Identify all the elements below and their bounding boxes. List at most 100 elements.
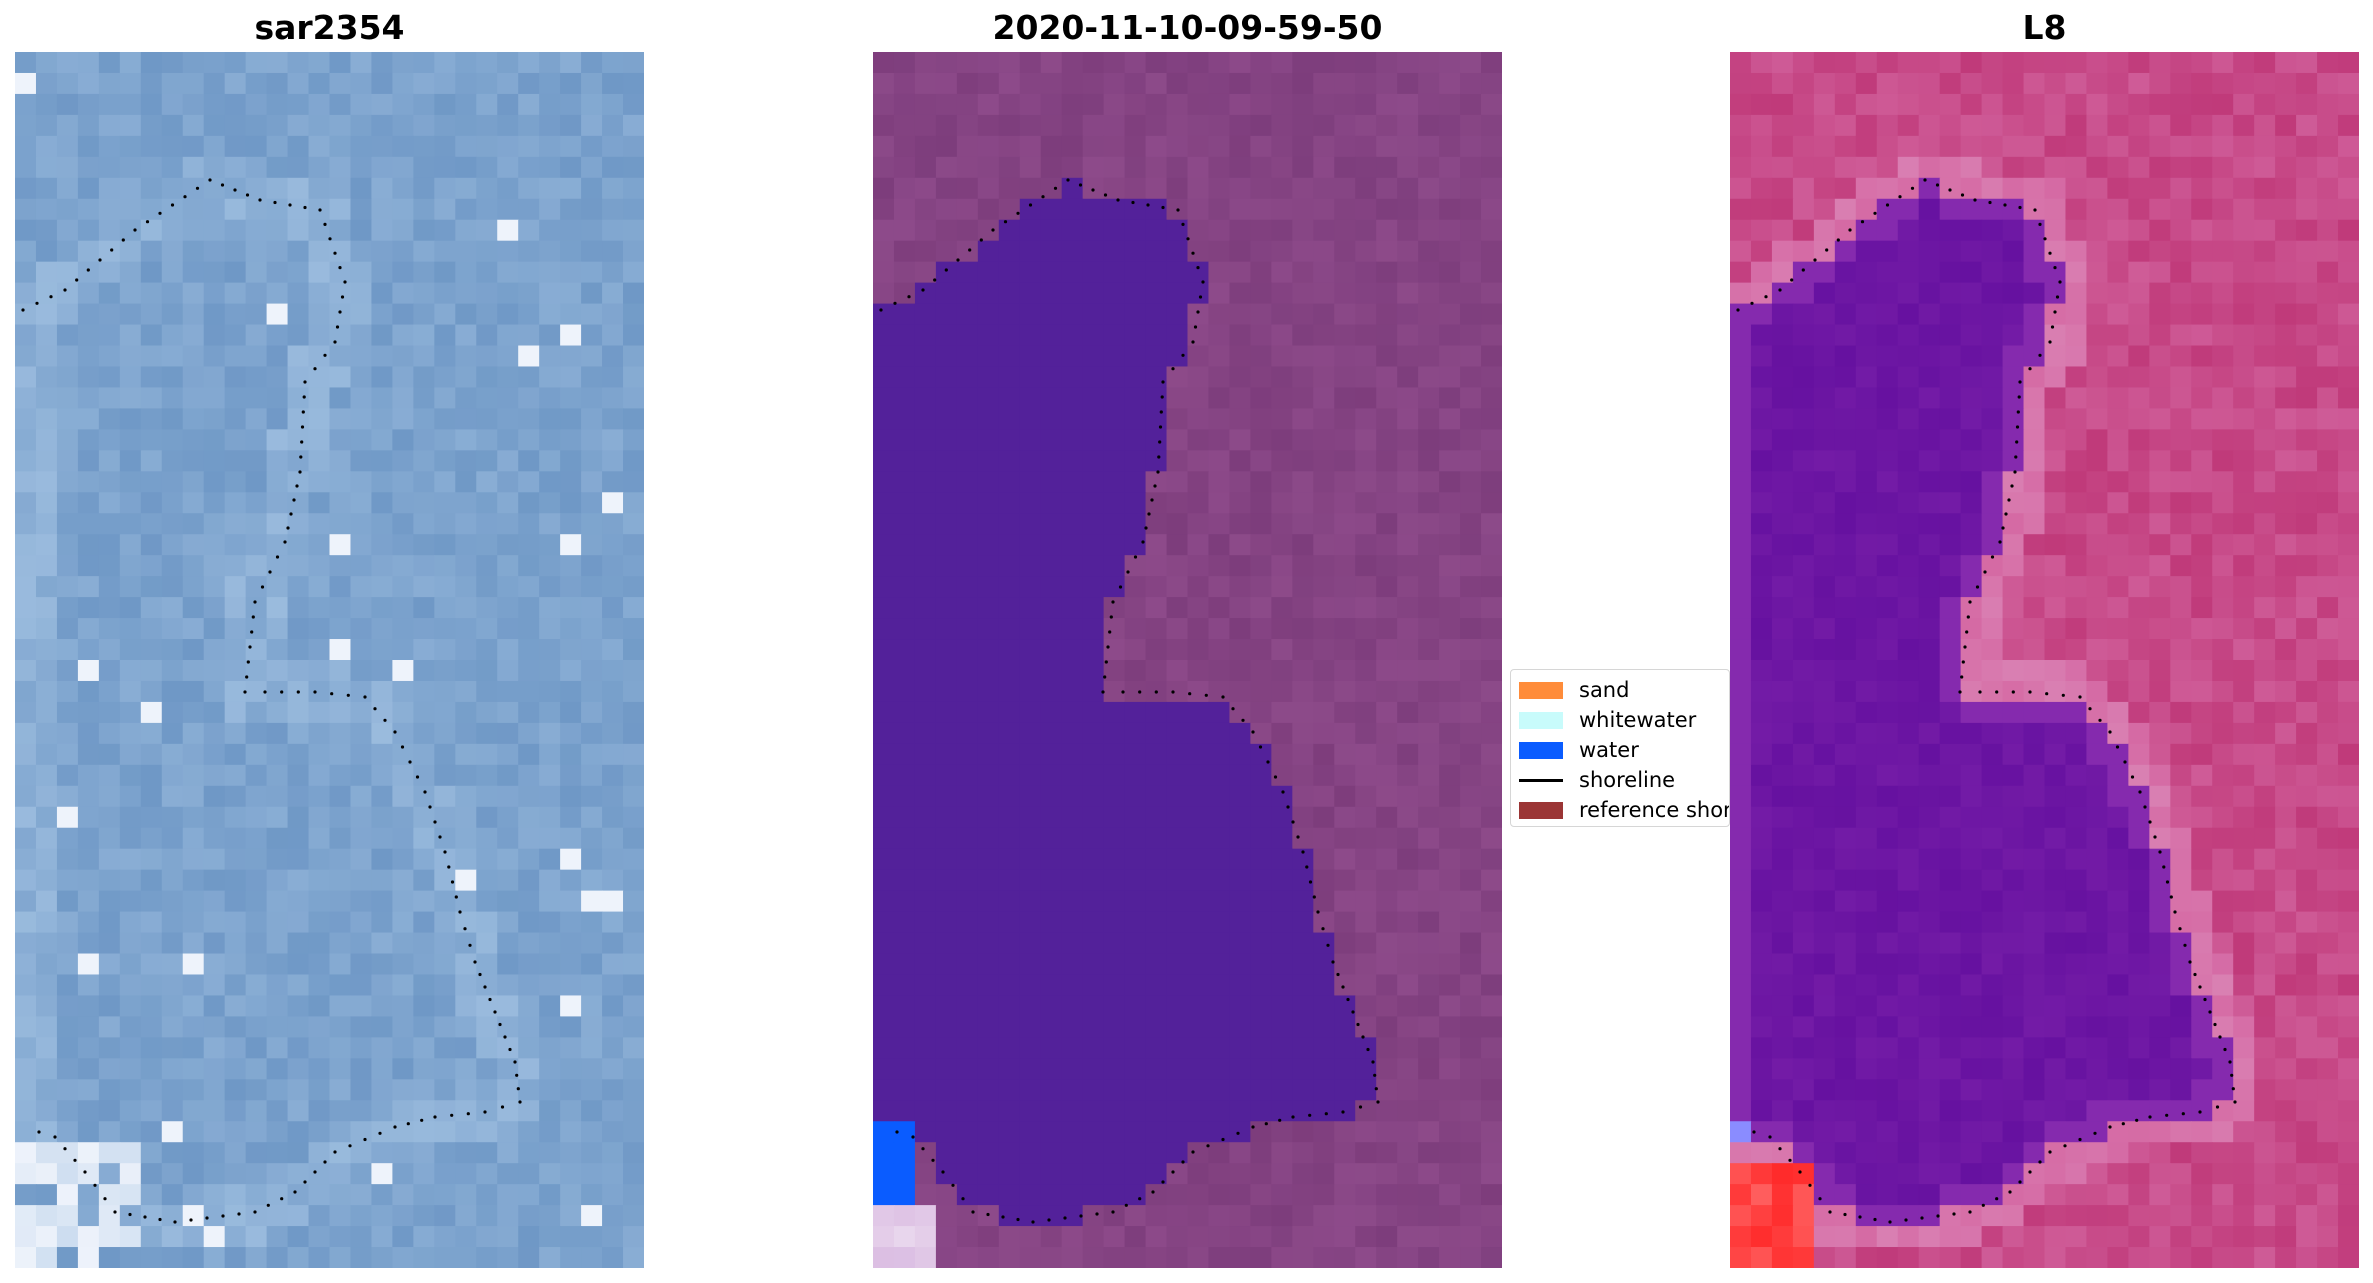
image-pixel xyxy=(873,1184,895,1206)
image-pixel xyxy=(1897,240,1920,263)
image-pixel xyxy=(1939,135,1962,158)
image-pixel xyxy=(413,198,435,221)
image-pixel xyxy=(1334,114,1356,137)
image-pixel xyxy=(371,366,393,389)
image-pixel xyxy=(1481,1079,1502,1101)
shoreline-point xyxy=(1316,910,1320,914)
image-pixel xyxy=(1334,722,1356,745)
image-pixel xyxy=(203,1184,226,1206)
image-pixel xyxy=(560,1226,582,1248)
image-pixel xyxy=(1897,806,1920,829)
image-pixel xyxy=(203,1142,226,1164)
shoreline-point xyxy=(205,1216,209,1220)
shoreline-point xyxy=(338,310,342,314)
image-pixel xyxy=(914,555,937,577)
image-pixel xyxy=(77,869,100,892)
image-pixel xyxy=(371,135,393,158)
image-pixel xyxy=(623,366,644,389)
image-pixel xyxy=(1939,555,1962,577)
image-pixel xyxy=(119,471,142,493)
image-pixel xyxy=(560,324,582,347)
image-pixel xyxy=(161,534,184,556)
image-pixel xyxy=(1187,450,1210,472)
image-pixel xyxy=(1792,743,1815,766)
image-pixel xyxy=(476,387,498,410)
image-pixel xyxy=(1187,303,1210,326)
image-pixel xyxy=(140,219,163,242)
image-pixel xyxy=(2296,345,2318,368)
image-pixel xyxy=(2233,597,2255,619)
image-pixel xyxy=(287,1121,310,1143)
image-pixel xyxy=(1481,555,1502,577)
image-pixel xyxy=(455,764,477,787)
image-pixel xyxy=(1750,534,1773,556)
image-pixel xyxy=(2254,324,2276,347)
image-pixel xyxy=(1897,492,1920,514)
image-pixel xyxy=(497,1226,519,1248)
image-pixel xyxy=(413,995,435,1018)
image-pixel xyxy=(1292,701,1314,724)
image-pixel xyxy=(161,72,184,95)
image-pixel xyxy=(476,722,498,745)
image-pixel xyxy=(455,450,477,472)
image-pixel xyxy=(1229,1100,1251,1122)
image-pixel xyxy=(77,1205,100,1227)
image-pixel xyxy=(873,177,895,200)
image-pixel xyxy=(182,995,205,1018)
image-pixel xyxy=(2338,639,2359,661)
image-pixel xyxy=(1418,953,1440,976)
image-pixel xyxy=(977,1247,1000,1268)
image-pixel xyxy=(2191,366,2213,389)
image-pixel xyxy=(476,198,498,221)
image-pixel xyxy=(1292,680,1314,703)
image-pixel xyxy=(2338,827,2359,850)
image-pixel xyxy=(977,1100,1000,1122)
panel-l8 xyxy=(1730,52,2359,1268)
shoreline-point xyxy=(1159,410,1163,414)
image-pixel xyxy=(434,387,456,410)
image-pixel xyxy=(35,597,58,619)
image-pixel xyxy=(308,177,331,200)
image-pixel xyxy=(914,1100,937,1122)
shoreline-point xyxy=(243,690,247,694)
image-pixel xyxy=(1792,848,1815,871)
image-pixel xyxy=(1397,1247,1419,1268)
image-pixel xyxy=(935,680,958,703)
image-pixel xyxy=(161,555,184,577)
image-pixel xyxy=(1897,52,1920,74)
image-pixel xyxy=(1040,576,1063,598)
image-pixel xyxy=(623,282,644,305)
image-pixel xyxy=(1082,953,1105,976)
image-pixel xyxy=(140,1205,163,1227)
image-pixel xyxy=(98,324,121,347)
image-pixel xyxy=(1208,869,1231,892)
image-pixel xyxy=(1771,680,1794,703)
image-pixel xyxy=(35,156,58,179)
image-pixel xyxy=(602,387,624,410)
image-pixel xyxy=(2191,660,2213,682)
image-pixel xyxy=(2023,156,2046,179)
image-pixel xyxy=(119,1079,142,1101)
image-pixel xyxy=(2170,282,2192,305)
image-pixel xyxy=(1481,219,1502,242)
image-pixel xyxy=(1981,639,2004,661)
image-pixel xyxy=(1124,1079,1147,1101)
image-pixel xyxy=(2128,345,2150,368)
image-pixel xyxy=(1271,953,1293,976)
image-pixel xyxy=(1460,995,1482,1018)
image-pixel xyxy=(1208,848,1231,871)
image-pixel xyxy=(1166,303,1189,326)
shoreline-point xyxy=(1154,690,1158,694)
image-pixel xyxy=(2170,660,2192,682)
image-pixel xyxy=(998,240,1021,263)
image-pixel xyxy=(1918,827,1941,850)
image-pixel xyxy=(1439,1163,1461,1185)
image-pixel xyxy=(2338,345,2359,368)
image-pixel xyxy=(1019,366,1042,389)
image-pixel xyxy=(266,1100,289,1122)
image-pixel xyxy=(455,995,477,1018)
image-pixel xyxy=(1418,408,1440,430)
image-pixel xyxy=(2086,52,2108,74)
image-pixel xyxy=(1792,639,1815,661)
image-pixel xyxy=(266,1142,289,1164)
